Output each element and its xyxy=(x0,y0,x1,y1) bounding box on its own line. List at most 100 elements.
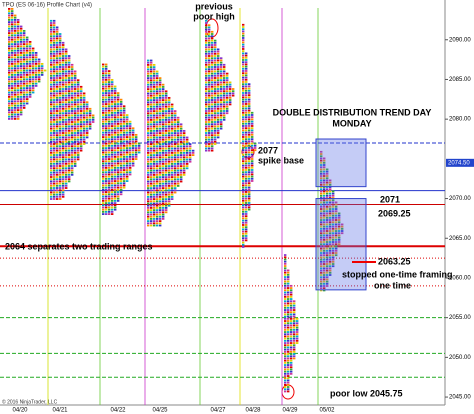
tpo-block xyxy=(56,96,59,99)
tpo-block xyxy=(102,129,105,132)
tpo-block xyxy=(83,103,86,106)
tpo-block xyxy=(208,24,211,27)
tpo-block xyxy=(62,195,65,198)
tpo-block xyxy=(290,348,293,351)
tpo-block xyxy=(20,60,23,63)
tpo-block xyxy=(217,63,220,66)
tpo-block xyxy=(102,158,105,160)
tpo-block xyxy=(156,132,159,135)
tpo-block xyxy=(159,174,162,176)
tpo-block xyxy=(335,227,338,230)
tpo-block xyxy=(123,131,126,134)
tpo-block xyxy=(223,72,226,75)
tpo-block xyxy=(208,66,211,68)
tpo-block xyxy=(17,98,20,100)
tpo-block xyxy=(242,166,245,169)
tpo-block xyxy=(138,149,141,152)
tpo-block xyxy=(174,121,177,124)
tpo-block xyxy=(153,68,156,71)
tpo-block xyxy=(17,41,20,43)
tpo-block xyxy=(214,125,217,128)
tpo-block xyxy=(180,152,183,154)
tpo-block xyxy=(17,104,20,107)
tpo-block xyxy=(129,144,132,147)
tpo-block xyxy=(186,138,189,141)
tpo-block xyxy=(205,132,208,134)
tpo-block xyxy=(245,221,248,224)
tpo-block xyxy=(284,298,287,300)
tpo-block xyxy=(50,195,53,198)
tpo-block xyxy=(168,97,171,99)
tpo-block xyxy=(35,85,38,87)
tpo-block xyxy=(123,171,126,174)
tpo-block xyxy=(68,156,71,159)
tpo-block xyxy=(180,174,183,176)
tpo-block xyxy=(159,123,162,126)
tpo-block xyxy=(120,103,123,105)
tpo-block xyxy=(251,144,254,147)
tpo-block xyxy=(177,147,180,150)
tpo-block xyxy=(20,65,23,67)
tpo-block xyxy=(150,112,153,115)
tpo-block xyxy=(59,125,62,128)
tpo-block xyxy=(71,123,74,126)
tpo-block xyxy=(326,223,329,226)
tpo-block xyxy=(102,74,105,77)
tpo-block xyxy=(156,86,159,88)
tpo-block xyxy=(120,118,123,121)
tpo-block xyxy=(126,149,129,152)
tpo-block xyxy=(53,63,56,66)
tpo-block xyxy=(248,191,251,193)
tpo-block xyxy=(147,152,150,154)
tpo-block xyxy=(229,85,232,88)
tpo-block xyxy=(53,110,56,112)
tpo-block xyxy=(242,109,245,112)
tpo-block xyxy=(168,141,171,143)
tpo-block xyxy=(217,90,220,93)
tpo-block xyxy=(320,225,323,228)
tpo-block xyxy=(53,22,56,24)
tpo-block xyxy=(242,30,245,33)
tpo-block xyxy=(147,110,150,113)
tpo-block xyxy=(8,76,11,78)
tpo-block xyxy=(320,210,323,213)
tpo-block xyxy=(150,215,153,218)
x-tick-label: 04/21 xyxy=(52,408,68,414)
tpo-block xyxy=(150,105,153,108)
tpo-block xyxy=(296,339,299,342)
tpo-block xyxy=(26,36,29,39)
tpo-block xyxy=(205,81,208,84)
tpo-block xyxy=(50,187,53,189)
tpo-block xyxy=(114,118,117,121)
tpo-block xyxy=(153,99,156,102)
tpo-block xyxy=(248,127,251,130)
tpo-block xyxy=(165,116,168,119)
tpo-block xyxy=(29,45,32,48)
tpo-block xyxy=(323,256,326,259)
tpo-block xyxy=(117,164,120,167)
tpo-block xyxy=(338,221,341,224)
tpo-block xyxy=(53,46,56,49)
tpo-block xyxy=(205,79,208,82)
tpo-block xyxy=(171,189,174,192)
tpo-block xyxy=(59,94,62,97)
tpo-block xyxy=(171,163,174,165)
tpo-block xyxy=(242,230,245,233)
tpo-block xyxy=(53,162,56,165)
tpo-block xyxy=(220,101,223,104)
tpo-block xyxy=(177,143,180,146)
tpo-block xyxy=(108,210,111,213)
tpo-block xyxy=(156,97,159,99)
tpo-block xyxy=(71,138,74,141)
tpo-block xyxy=(211,127,214,130)
tpo-block xyxy=(53,35,56,38)
tpo-block xyxy=(114,177,117,180)
tpo-block xyxy=(338,238,341,241)
tpo-block xyxy=(53,187,56,189)
tpo-block xyxy=(208,110,211,112)
tpo-block xyxy=(183,149,186,152)
tpo-block xyxy=(223,118,226,121)
tpo-block xyxy=(135,138,138,141)
tpo-block xyxy=(102,85,105,88)
tpo-block xyxy=(245,210,248,213)
